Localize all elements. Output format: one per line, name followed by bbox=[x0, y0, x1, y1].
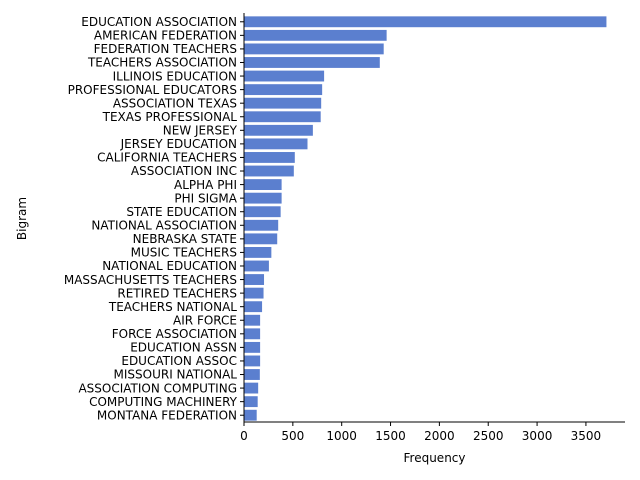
x-tick-label: 2000 bbox=[424, 429, 455, 443]
y-tick-label: NEW JERSEY bbox=[163, 124, 238, 138]
bar bbox=[244, 97, 322, 109]
y-tick-label: MASSACHUSETTS TEACHERS bbox=[64, 273, 237, 287]
y-tick-label: FORCE ASSOCIATION bbox=[112, 327, 237, 341]
bar bbox=[244, 369, 260, 380]
y-tick-label: AMERICAN FEDERATION bbox=[94, 29, 237, 43]
y-tick-label: MONTANA FEDERATION bbox=[97, 408, 237, 422]
bar bbox=[244, 233, 278, 245]
y-tick-label: AIR FORCE bbox=[173, 313, 237, 327]
y-tick-label: TEACHERS NATIONAL bbox=[108, 300, 237, 314]
bar bbox=[244, 246, 272, 258]
x-axis-label: Frequency bbox=[404, 451, 466, 465]
bar bbox=[244, 57, 380, 68]
bar bbox=[244, 206, 281, 218]
bar bbox=[244, 179, 282, 191]
y-tick-label: ASSOCIATION TEXAS bbox=[113, 96, 237, 110]
y-tick-label: ASSOCIATION INC bbox=[131, 164, 237, 178]
y-tick-label: RETIRED TEACHERS bbox=[117, 286, 237, 300]
y-tick-label: PROFESSIONAL EDUCATORS bbox=[68, 83, 237, 97]
y-tick-label: MUSIC TEACHERS bbox=[131, 246, 237, 260]
y-tick-label: COMPUTING MACHINERY bbox=[89, 395, 238, 409]
y-tick-label: FEDERATION TEACHERS bbox=[94, 42, 237, 56]
bar bbox=[244, 111, 321, 123]
bar bbox=[244, 314, 261, 326]
bar bbox=[244, 124, 313, 136]
bar bbox=[244, 192, 282, 204]
y-tick-label: MISSOURI NATIONAL bbox=[114, 368, 238, 382]
y-tick-label: PHI SIGMA bbox=[174, 191, 237, 205]
x-tick-label: 500 bbox=[281, 429, 304, 443]
x-tick-label: 3500 bbox=[571, 429, 602, 443]
x-ticks-group: 0 500 1000 1500 2000 2500 3000 3500 bbox=[240, 422, 601, 443]
bar bbox=[244, 16, 607, 28]
bar bbox=[244, 409, 257, 421]
bar bbox=[244, 260, 269, 272]
x-tick-label: 1000 bbox=[326, 429, 357, 443]
x-tick-label: 1500 bbox=[375, 429, 406, 443]
y-tick-label: JERSEY EDUCATION bbox=[120, 137, 237, 151]
bar bbox=[244, 219, 279, 231]
y-tick-label: EDUCATION ASSOC bbox=[121, 354, 237, 368]
y-tick-label: NATIONAL EDUCATION bbox=[102, 259, 237, 273]
bar bbox=[244, 70, 325, 82]
x-tick-label: 2500 bbox=[473, 429, 504, 443]
y-tick-label: EDUCATION ASSOCIATION bbox=[81, 15, 237, 29]
bar bbox=[244, 138, 308, 150]
y-tick-label: NATIONAL ASSOCIATION bbox=[91, 218, 237, 232]
bar bbox=[244, 341, 261, 353]
bars-group bbox=[244, 16, 607, 421]
bar bbox=[244, 274, 265, 285]
y-tick-label: STATE EDUCATION bbox=[126, 205, 237, 219]
y-tick-label: EDUCATION ASSN bbox=[130, 341, 237, 355]
y-tick-label: ALPHA PHI bbox=[174, 178, 237, 192]
bar bbox=[244, 328, 261, 340]
bar bbox=[244, 287, 264, 299]
y-tick-label: TEACHERS ASSOCIATION bbox=[87, 56, 237, 70]
y-tick-label: NEBRASKA STATE bbox=[133, 232, 237, 246]
y-tick-label: TEXAS PROFESSIONAL bbox=[102, 110, 238, 124]
y-tick-label: ILLINOIS EDUCATION bbox=[113, 69, 237, 83]
bar bbox=[244, 301, 263, 313]
bar bbox=[244, 43, 384, 55]
y-tick-label: ASSOCIATION COMPUTING bbox=[78, 381, 237, 395]
bar bbox=[244, 84, 323, 96]
bar bbox=[244, 152, 295, 163]
bar bbox=[244, 165, 294, 177]
bar bbox=[244, 29, 387, 41]
y-tick-label: CALIFORNIA TEACHERS bbox=[97, 151, 237, 165]
x-tick-label: 0 bbox=[240, 429, 248, 443]
bar bbox=[244, 396, 258, 408]
y-axis-label: Bigram bbox=[15, 197, 29, 240]
bar bbox=[244, 382, 259, 394]
bar bbox=[244, 355, 261, 367]
x-tick-label: 3000 bbox=[522, 429, 553, 443]
